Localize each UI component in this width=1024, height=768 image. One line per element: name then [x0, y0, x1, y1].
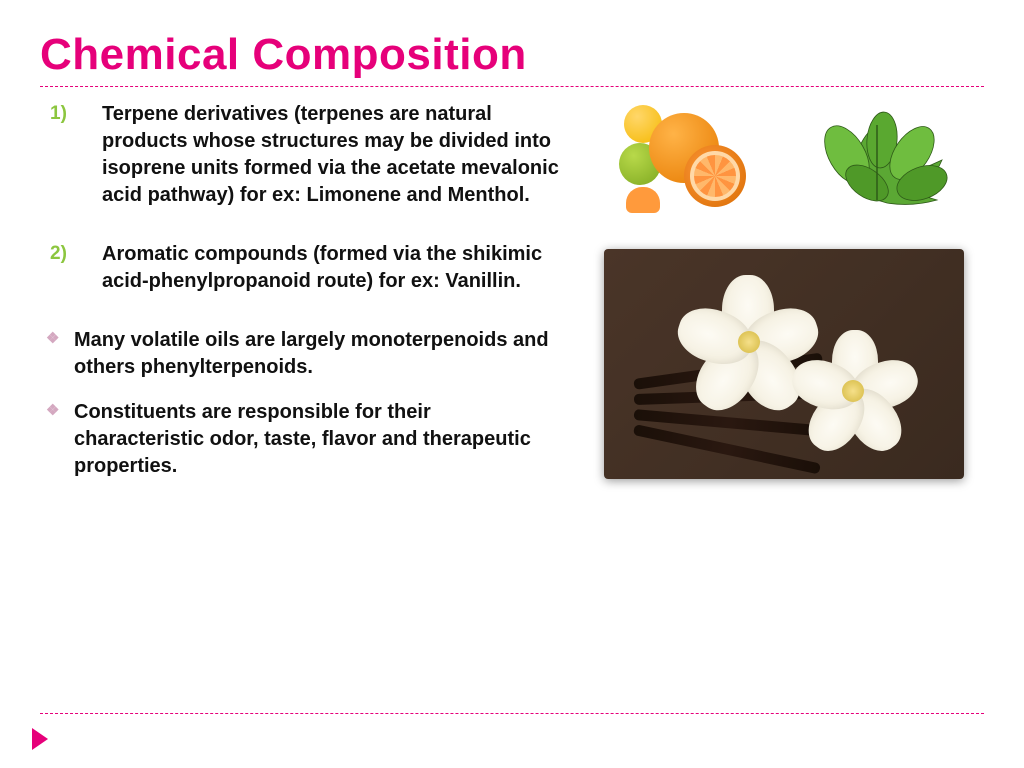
content-row: Terpene derivatives (terpenes are natura…: [40, 101, 984, 498]
vanilla-image: [604, 249, 964, 479]
numbered-item-2: Aromatic compounds (formed via the shiki…: [50, 241, 564, 295]
divider-top: [40, 86, 984, 87]
numbered-list: Terpene derivatives (terpenes are natura…: [40, 101, 564, 295]
citrus-image: [584, 105, 774, 225]
image-row-top: [584, 105, 984, 225]
slide-title: Chemical Composition: [40, 30, 984, 80]
slide: Chemical Composition Terpene derivatives…: [0, 0, 1024, 768]
divider-bottom: [40, 713, 984, 714]
image-column: [584, 101, 984, 498]
bullet-list: Many volatile oils are largely monoterpe…: [40, 327, 564, 480]
mint-image: [792, 105, 967, 220]
numbered-item-1: Terpene derivatives (terpenes are natura…: [50, 101, 564, 209]
text-column: Terpene derivatives (terpenes are natura…: [40, 101, 564, 498]
next-arrow-icon[interactable]: [32, 728, 48, 750]
bullet-item-2: Constituents are responsible for their c…: [40, 399, 564, 480]
bullet-item-1: Many volatile oils are largely monoterpe…: [40, 327, 564, 381]
